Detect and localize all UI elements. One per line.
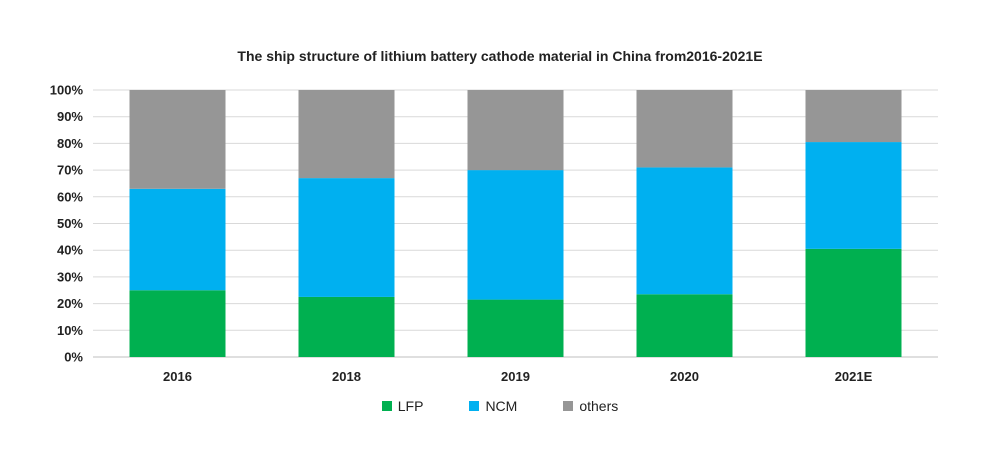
- bar-segment-others: [805, 90, 902, 143]
- bar-segment-lfp: [298, 296, 395, 357]
- legend: LFP NCM others: [0, 398, 1000, 414]
- y-tick-label: 80%: [57, 136, 83, 151]
- chart-title: The ship structure of lithium battery ca…: [237, 48, 763, 64]
- bar-segment-lfp: [805, 248, 902, 357]
- bar-segment-lfp: [129, 290, 226, 357]
- legend-item: LFP: [381, 398, 424, 414]
- bar-segment-lfp: [467, 299, 564, 357]
- x-tick-label: 2021E: [835, 369, 873, 384]
- y-axis-ticks: 0% 10% 20% 30% 40% 50% 60% 70% 80% 90% 100%: [50, 83, 84, 365]
- y-tick-label: 20%: [57, 296, 83, 311]
- bar-segment-ncm: [636, 167, 733, 295]
- bar-segment-ncm: [298, 178, 395, 297]
- bar-segment-ncm: [805, 142, 902, 249]
- y-tick-label: 90%: [57, 109, 83, 124]
- bar-segment-others: [298, 90, 395, 179]
- legend-swatch: [381, 401, 392, 411]
- legend-item: others: [563, 398, 618, 414]
- x-tick-label: 2016: [163, 369, 192, 384]
- y-tick-label: 30%: [57, 269, 83, 284]
- bar-segment-others: [467, 90, 564, 171]
- x-tick-label: 2019: [501, 369, 530, 384]
- y-tick-label: 10%: [57, 323, 83, 338]
- bars: [129, 90, 902, 357]
- bar-segment-others: [636, 90, 733, 168]
- legend-label: others: [579, 398, 619, 414]
- legend-label: LFP: [397, 398, 424, 414]
- y-tick-label: 100%: [50, 83, 84, 98]
- x-tick-label: 2020: [670, 369, 699, 384]
- y-tick-label: 60%: [57, 189, 83, 204]
- legend-swatch: [469, 401, 480, 411]
- y-tick-label: 0%: [64, 350, 83, 365]
- bar-segment-others: [129, 90, 226, 189]
- legend-swatch: [563, 401, 574, 411]
- y-tick-label: 70%: [57, 163, 83, 178]
- legend-label: NCM: [485, 398, 518, 414]
- legend-item: NCM: [469, 398, 517, 414]
- bar-segment-ncm: [467, 170, 564, 300]
- x-axis-ticks: 2016 2018 2019 2020 2021E: [163, 369, 873, 384]
- y-tick-label: 40%: [57, 243, 83, 258]
- y-tick-label: 50%: [57, 216, 83, 231]
- bar-segment-ncm: [129, 188, 226, 291]
- x-tick-label: 2018: [332, 369, 361, 384]
- bar-segment-lfp: [636, 294, 733, 357]
